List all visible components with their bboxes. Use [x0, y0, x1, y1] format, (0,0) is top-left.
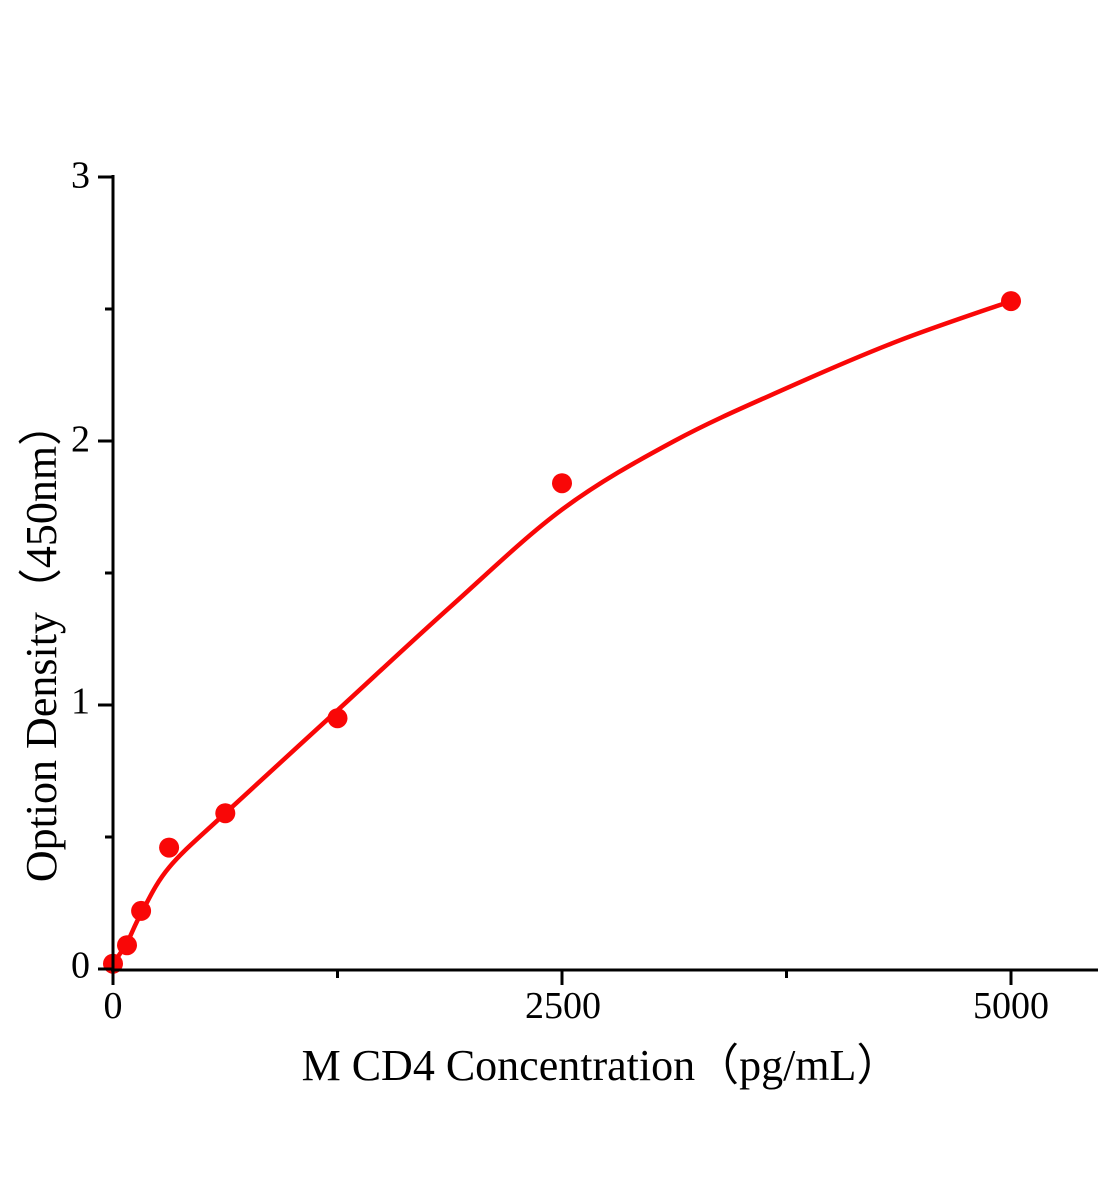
data-point	[131, 900, 152, 921]
y-tick-label-3: 3	[71, 154, 90, 197]
x-axis-title: M CD4 Concentration（pg/mL）	[301, 1041, 901, 1090]
data-point	[117, 935, 137, 956]
y-tick-label-2: 2	[71, 418, 90, 461]
fit-curve	[110, 298, 1014, 966]
x-tick-label-2500: 2500	[525, 985, 601, 1027]
data-point	[215, 803, 236, 824]
x-tick-label-0: 0	[103, 985, 123, 1027]
data-point	[327, 708, 348, 729]
x-tick-label-5000: 5000	[973, 985, 1049, 1027]
y-axis-title: Option Density（450nm）	[16, 401, 66, 883]
data-point	[552, 473, 572, 494]
y-tick-label-1: 1	[71, 680, 90, 723]
y-tick-label-0: 0	[71, 944, 90, 987]
data-point	[159, 837, 180, 858]
data-point	[1001, 291, 1021, 312]
